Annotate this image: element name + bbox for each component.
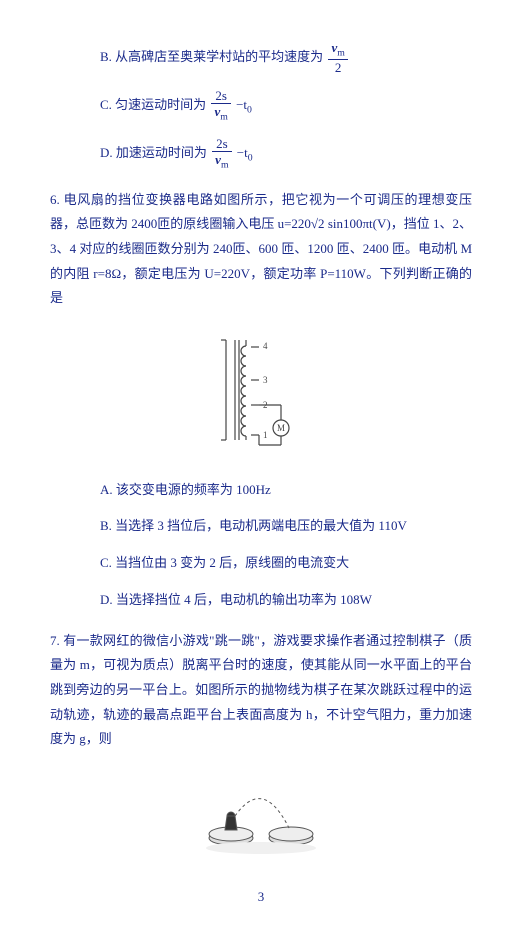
opt-D-pre: 加速运动时间为 [116,145,207,160]
q6-option-A: A. 该交变电源的频率为 100Hz [100,478,472,503]
q5-option-C: C. 匀速运动时间为 2s vm −t0 [100,88,472,124]
svg-text:3: 3 [263,375,268,385]
q5-option-B: B. 从高碑店至奥莱学村站的平均速度为 vm 2 [100,40,472,76]
opt-B-label: B. [100,49,112,64]
opt-B-pre: 从高碑店至奥莱学村站的平均速度为 [115,49,323,64]
q6-option-C: C. 当挡位由 3 变为 2 后，原线圈的电流变大 [100,551,472,576]
q7-num: 7. [50,633,60,648]
opt-B-frac: vm 2 [328,40,347,76]
svg-text:2: 2 [263,400,268,410]
q6-text: 电风扇的挡位变换器电路如图所示，把它视为一个可调压的理想变压器，总匝数为 240… [50,192,472,306]
opt-C-label: C. [100,97,112,112]
opt-C-frac: 2s vm [211,88,230,124]
jump-game-icon [191,766,331,856]
q7-text: 有一款网红的微信小游戏"跳一跳"，游戏要求操作者通过控制棋子（质量为 m，可视为… [50,633,472,747]
svg-text:4: 4 [263,341,268,351]
opt-D-frac: 2s vm [212,136,231,172]
q7-body: 7. 有一款网红的微信小游戏"跳一跳"，游戏要求操作者通过控制棋子（质量为 m，… [50,629,472,752]
opt-D-post: −t0 [237,145,253,160]
opt-D-label: D. [100,145,113,160]
q6-figure: 4 3 2 1 M [50,325,472,464]
opt-C-pre: 匀速运动时间为 [115,97,206,112]
opt-C-post: −t0 [236,97,252,112]
page-number: 3 [50,885,472,910]
q7-figure [50,766,472,865]
q5-option-D: D. 加速运动时间为 2s vm −t0 [100,136,472,172]
q6-body: 6. 电风扇的挡位变换器电路如图所示，把它视为一个可调压的理想变压器，总匝数为 … [50,188,472,311]
q6-num: 6. [50,192,60,207]
q6-option-B: B. 当选择 3 挡位后，电动机两端电压的最大值为 110V [100,514,472,539]
q6-option-D: D. 当选择挡位 4 后，电动机的输出功率为 108W [100,588,472,613]
transformer-circuit-icon: 4 3 2 1 M [211,325,311,455]
svg-text:1: 1 [263,430,268,440]
svg-text:M: M [277,423,285,433]
